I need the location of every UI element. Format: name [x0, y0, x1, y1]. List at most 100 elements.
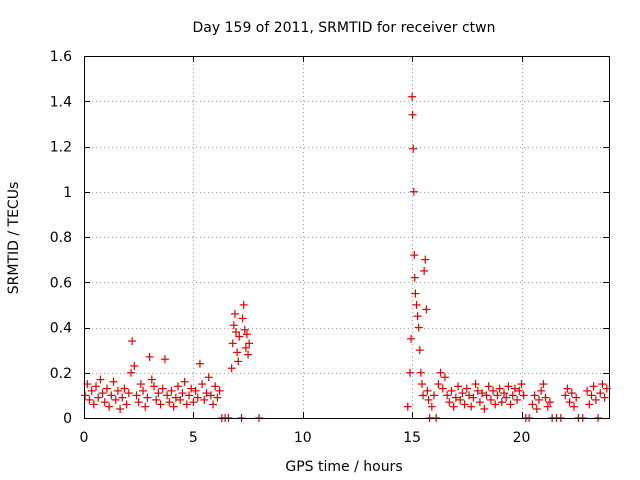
data-point [238, 314, 247, 323]
data-point [517, 380, 526, 389]
data-point [565, 398, 574, 407]
data-point [530, 391, 539, 400]
data-point [411, 289, 420, 298]
data-point [227, 364, 236, 373]
data-point [229, 321, 238, 330]
data-point [539, 380, 548, 389]
data-points [81, 92, 611, 422]
data-point [116, 404, 125, 413]
data-point [497, 398, 506, 407]
data-point [493, 391, 502, 400]
data-point [422, 305, 431, 314]
data-point [202, 389, 211, 398]
data-point [241, 343, 250, 352]
data-point [535, 395, 543, 404]
data-point [109, 377, 118, 386]
data-point [145, 352, 154, 361]
data-point [169, 402, 178, 411]
data-point [105, 402, 114, 411]
data-point [449, 402, 458, 411]
data-point [563, 384, 572, 393]
data-point [128, 337, 137, 346]
data-point [409, 144, 418, 153]
data-point [160, 355, 169, 364]
data-point [96, 375, 105, 384]
data-point [598, 380, 607, 389]
data-point [232, 328, 241, 337]
data-point [139, 386, 148, 395]
data-point [482, 391, 491, 400]
data-point [443, 391, 452, 400]
data-point [185, 391, 193, 400]
x-tick-label: 5 [189, 430, 198, 446]
x-tick-label: 15 [403, 430, 421, 446]
data-point [500, 389, 508, 398]
data-point [209, 400, 218, 409]
data-point [102, 384, 111, 393]
data-point [434, 380, 443, 389]
data-point [471, 380, 480, 389]
data-point [245, 339, 254, 348]
data-point [167, 386, 176, 395]
data-point [174, 382, 183, 391]
data-point [480, 404, 489, 413]
data-point [419, 391, 428, 400]
data-point [600, 393, 609, 402]
data-point [409, 187, 418, 196]
data-point [585, 400, 594, 409]
y-tick-label: 0.2 [50, 366, 72, 382]
axis-ticks: 0 5 10 15 20 0 0.2 0.4 0.6 0.8 1 1.2 1.4 1.6 [50, 49, 609, 446]
data-point [206, 391, 215, 400]
data-point [141, 402, 150, 411]
data-point [193, 393, 202, 402]
data-point [415, 346, 424, 355]
data-point [233, 348, 242, 357]
data-point [187, 384, 196, 393]
y-tick-label: 0.6 [50, 275, 72, 291]
data-point [235, 332, 244, 341]
data-point [543, 402, 552, 411]
data-point [561, 391, 570, 400]
data-point [513, 395, 522, 404]
data-point [107, 391, 116, 400]
data-point [416, 368, 425, 377]
data-point [545, 398, 554, 407]
data-point [460, 400, 469, 409]
data-point [204, 373, 213, 382]
data-point [143, 393, 152, 402]
data-point [462, 384, 471, 393]
data-point [583, 386, 592, 395]
data-point [408, 92, 417, 101]
data-point [484, 382, 493, 391]
data-point [502, 393, 511, 402]
x-tick-label: 10 [294, 430, 312, 446]
data-point [89, 400, 98, 409]
data-point [94, 393, 103, 402]
data-point [410, 251, 419, 260]
data-point [132, 391, 141, 400]
y-tick-label: 1.2 [50, 140, 72, 156]
data-point [156, 400, 165, 409]
data-point [420, 266, 429, 275]
data-point [413, 312, 422, 321]
x-axis-title: GPS time / hours [285, 459, 402, 475]
data-point [244, 350, 253, 359]
data-point [589, 382, 598, 391]
data-point [100, 398, 109, 407]
data-point [541, 393, 550, 402]
data-point [451, 393, 460, 402]
data-point [408, 110, 417, 119]
data-point [234, 357, 243, 366]
data-point [113, 386, 122, 395]
y-tick-label: 0.4 [50, 321, 72, 337]
data-point [147, 375, 156, 384]
data-point [134, 398, 143, 407]
data-point [165, 398, 174, 407]
data-point [150, 382, 158, 391]
data-point [228, 339, 237, 348]
data-point [412, 300, 421, 309]
data-point [81, 391, 90, 400]
data-point [171, 393, 180, 402]
data-point [230, 309, 239, 318]
